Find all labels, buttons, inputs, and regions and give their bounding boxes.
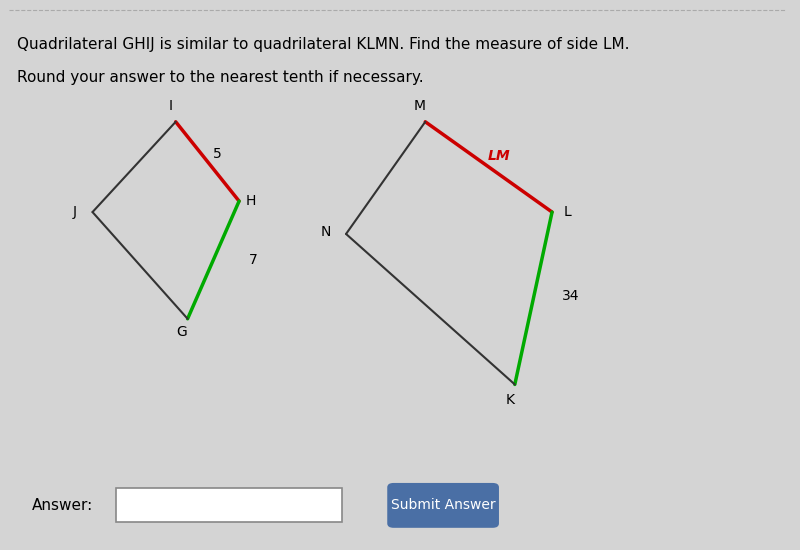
Text: Quadrilateral GHIJ is similar to quadrilateral KLMN. Find the measure of side LM: Quadrilateral GHIJ is similar to quadril… xyxy=(18,37,630,52)
Text: 5: 5 xyxy=(213,146,222,161)
Text: K: K xyxy=(506,393,514,407)
Text: Answer:: Answer: xyxy=(31,498,93,513)
Text: G: G xyxy=(177,326,187,339)
Text: L: L xyxy=(564,205,572,219)
Text: 7: 7 xyxy=(249,252,258,267)
Text: I: I xyxy=(168,100,172,113)
Text: J: J xyxy=(72,205,76,219)
Text: H: H xyxy=(246,194,256,208)
Text: 34: 34 xyxy=(562,289,579,303)
FancyBboxPatch shape xyxy=(387,483,499,528)
Text: Submit Answer: Submit Answer xyxy=(390,498,495,513)
FancyBboxPatch shape xyxy=(116,488,342,522)
Text: Round your answer to the nearest tenth if necessary.: Round your answer to the nearest tenth i… xyxy=(18,70,424,85)
Text: N: N xyxy=(321,226,331,239)
Text: LM: LM xyxy=(488,148,510,163)
Text: M: M xyxy=(414,100,426,113)
